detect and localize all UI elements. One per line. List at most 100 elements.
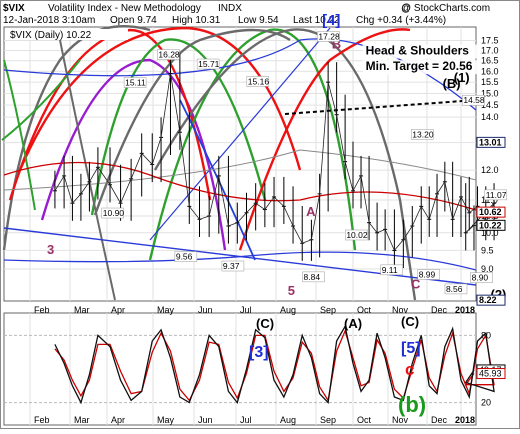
- value-label: 16.28: [158, 50, 180, 60]
- value-label: 15.16: [248, 76, 270, 86]
- rising-trendline: [149, 27, 331, 241]
- symbol-label: $VIX: [3, 3, 25, 14]
- value-label-box: [411, 129, 434, 140]
- legend: $VIX (Daily) 10.22: [8, 29, 128, 41]
- wave-label: C: [411, 277, 421, 292]
- value-label: 8.90: [472, 273, 489, 283]
- osc-wave-label: c: [405, 360, 414, 379]
- indicator-panel-frame: [3, 312, 477, 426]
- osc-xtick-label: Mar: [74, 415, 90, 425]
- osc-wave-label: (C): [401, 314, 419, 329]
- value-label: 15.71: [198, 59, 220, 69]
- last-value: Last 10.22: [293, 15, 340, 26]
- value-label-box: [157, 49, 180, 60]
- value-label-box: [470, 272, 493, 283]
- exchange-label: INDX: [218, 3, 242, 14]
- pattern-annotation: Head & Shoulders: [366, 44, 470, 58]
- red-arc-2: [18, 26, 302, 171]
- osc-xtick-label: Oct: [357, 415, 372, 425]
- last-value-label: 10.22: [479, 220, 502, 230]
- overlay-drawings: [1, 25, 477, 301]
- price-bars: [52, 53, 497, 405]
- neckline: [284, 99, 477, 115]
- last-value-box: [476, 206, 506, 218]
- high-value: High 10.31: [172, 15, 221, 26]
- price-tick-label: 14.5: [481, 100, 499, 110]
- value-label: 9.56: [176, 252, 193, 262]
- price-tick-label: 9.0: [481, 264, 494, 274]
- osc-wave-label: [3]: [249, 344, 269, 361]
- value-label-box: [317, 31, 340, 42]
- osc-xtick-label: Feb: [34, 415, 50, 425]
- last-value-box: [476, 294, 506, 306]
- osc-xtick-label: Dec: [431, 415, 448, 425]
- value-label: 8.99: [419, 270, 436, 280]
- open-value: Open 9.74: [110, 15, 157, 26]
- osc-wave-label: (C): [256, 316, 274, 331]
- value-label: 10.02: [346, 230, 368, 240]
- price-xtick-label: May: [157, 305, 175, 315]
- price-tick-label: 16.0: [481, 66, 499, 76]
- price-tick-label: 17.0: [481, 45, 499, 55]
- wave-label-blue: [4]: [322, 12, 340, 29]
- osc-last-label: 45.93: [479, 369, 502, 379]
- annotation-bg: [362, 44, 481, 59]
- osc-wave-label: (b): [398, 392, 426, 417]
- price-xtick-label: Dec: [431, 305, 448, 315]
- red-arc-3: [238, 28, 411, 251]
- pattern-annotation: Min. Target = 20.56: [366, 59, 473, 73]
- price-xtick-label: Aug: [280, 305, 296, 315]
- value-label-box: [302, 271, 325, 283]
- last-value-label: 8.22: [479, 295, 497, 305]
- value-label-box: [444, 283, 468, 295]
- price-tick-label: 16.5: [481, 56, 499, 66]
- date-label: 12-Jan-2018 3:10am: [3, 15, 95, 26]
- value-label: 15.11: [125, 78, 146, 88]
- price-tick-label: 15.5: [481, 77, 499, 87]
- value-label-box: [123, 77, 147, 88]
- price-tick-label: 17.5: [481, 35, 499, 45]
- last-value-label: 10.62: [479, 207, 502, 217]
- change-value: Chg +0.34 (+3.44%): [356, 15, 446, 26]
- value-label: 13.20: [412, 129, 434, 139]
- lower-channel-line: [3, 251, 477, 271]
- value-label-box: [462, 94, 485, 106]
- wave-label: A: [306, 204, 316, 219]
- value-label: 11.07: [486, 190, 507, 200]
- price-xtick-label: 2018: [455, 305, 475, 315]
- value-label: 10.90: [103, 208, 125, 218]
- value-label-box: [246, 76, 270, 87]
- wave-label: 3: [47, 242, 54, 257]
- price-xtick-label: Oct: [357, 305, 372, 315]
- gray-arc-left: [59, 39, 116, 301]
- green-arc-2: [148, 28, 357, 261]
- osc-xtick-label: Jul: [240, 415, 252, 425]
- wave-label: (B): [443, 76, 461, 91]
- green-arc-edge: [3, 59, 36, 211]
- price-tick-label: 10.0: [481, 228, 499, 238]
- value-label: 8.84: [304, 272, 321, 282]
- price-xtick-label: Mar: [74, 305, 90, 315]
- osc-xtick-label: Jun: [198, 415, 213, 425]
- osc-xtick-label: Aug: [280, 415, 296, 425]
- osc-xtick-label: 2018: [455, 415, 475, 425]
- value-label: 8.56: [446, 284, 463, 294]
- osc-xtick-label: Apr: [111, 415, 125, 425]
- price-xtick-label: Nov: [392, 305, 409, 315]
- legend-entry: $VIX (Daily) 10.22: [10, 30, 92, 41]
- annotation-bg: [362, 60, 481, 75]
- osc-wave-label: (A): [344, 316, 362, 331]
- low-value: Low 9.54: [238, 15, 279, 26]
- stockcharts-logo: [402, 4, 410, 12]
- last-value-box: [476, 136, 506, 148]
- price-tick-label: 14.0: [481, 112, 499, 122]
- gray-arc-2: [93, 28, 291, 216]
- moving-average-line: [3, 161, 477, 211]
- value-label-box: [101, 207, 125, 219]
- price-tick-label: 9.5: [481, 245, 494, 255]
- price-xtick-label: Sep: [320, 305, 336, 315]
- red-arc-1: [8, 28, 212, 201]
- osc-xtick-label: May: [157, 415, 175, 425]
